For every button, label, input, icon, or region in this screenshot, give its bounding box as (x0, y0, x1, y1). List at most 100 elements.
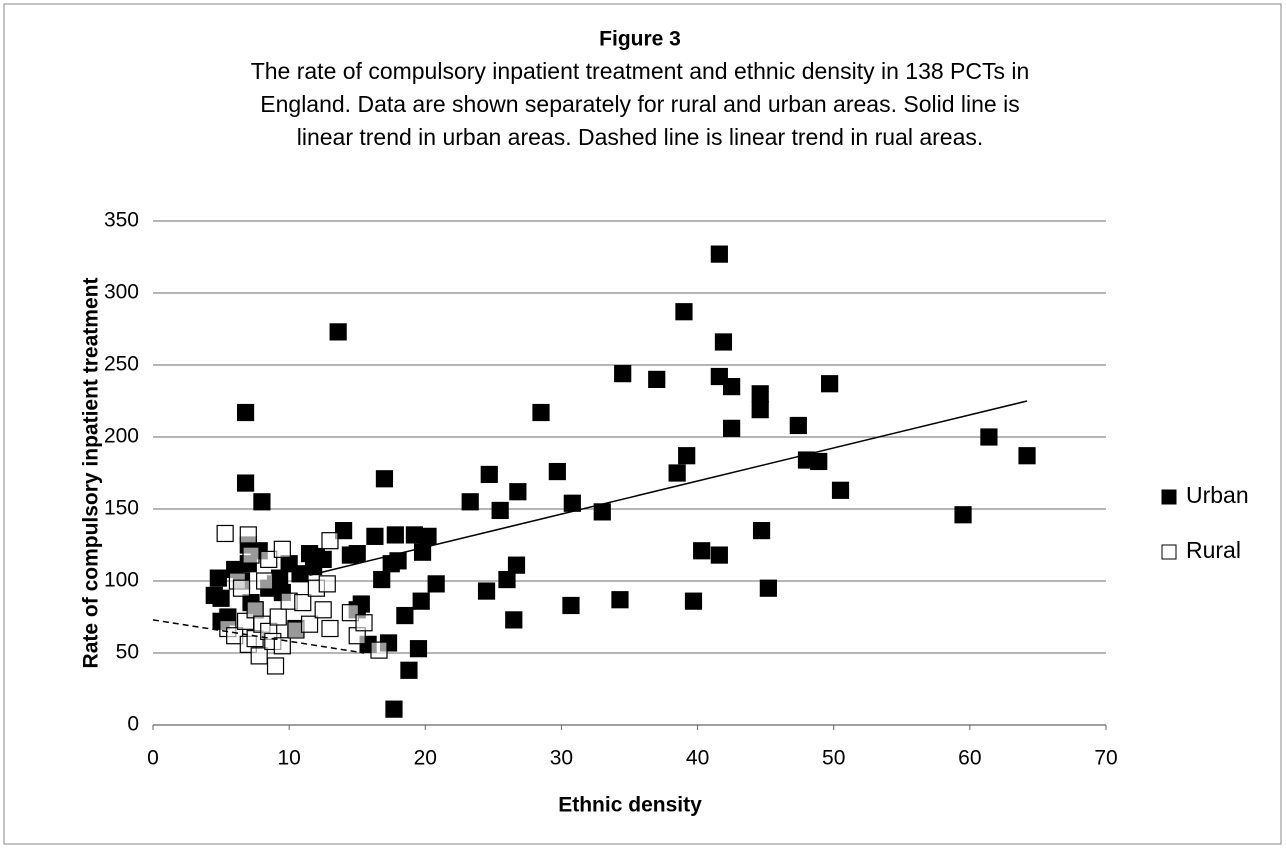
point (509, 483, 527, 501)
x-tick-label: 40 (686, 747, 709, 770)
legend-swatch (1161, 544, 1177, 560)
point (246, 601, 264, 619)
point (253, 493, 271, 511)
point (300, 615, 319, 633)
point (314, 601, 332, 619)
point (216, 524, 234, 543)
point (341, 604, 360, 622)
point (821, 375, 839, 393)
point (477, 582, 496, 600)
point (256, 572, 274, 590)
point (242, 546, 260, 564)
y-tick-label: 250 (104, 353, 139, 376)
point (710, 546, 728, 564)
point (273, 637, 291, 655)
point (239, 526, 257, 544)
chart-subtitle: England. Data are shown separately for r… (260, 91, 1019, 117)
point (375, 470, 394, 488)
legend-swatch (1161, 489, 1177, 505)
point (260, 550, 278, 569)
chart-subtitle: linear trend in urban areas. Dashed line… (297, 124, 984, 150)
point (355, 614, 373, 632)
point (563, 494, 581, 512)
point (759, 579, 777, 597)
y-tick-label: 50 (116, 641, 139, 664)
point (266, 657, 285, 675)
y-tick-label: 300 (104, 281, 139, 304)
point (386, 526, 404, 544)
x-tick-label: 0 (147, 747, 159, 770)
point (648, 370, 666, 388)
x-tick-label: 10 (277, 747, 300, 770)
point (831, 481, 850, 499)
x-axis-label: Ethnic density (558, 794, 702, 817)
point (954, 506, 972, 524)
x-tick-label: 50 (822, 747, 845, 770)
point (273, 540, 291, 558)
legend-label: Rural (1186, 537, 1241, 563)
point (684, 592, 703, 610)
trend-line (309, 400, 1028, 576)
point (751, 385, 769, 403)
y-axis-label: Rate of compulsory inpatient treatment (80, 278, 103, 669)
x-tick-label: 60 (958, 747, 981, 770)
point (269, 608, 287, 626)
point (668, 464, 686, 482)
point (752, 521, 771, 540)
point (419, 527, 437, 545)
y-tick-label: 150 (104, 497, 139, 520)
point (329, 323, 347, 341)
point (480, 465, 498, 484)
point (789, 416, 807, 435)
point (370, 641, 388, 659)
point (409, 640, 428, 658)
trend-line (152, 619, 365, 654)
point (271, 569, 289, 587)
point (232, 579, 251, 597)
point (548, 462, 566, 481)
point (366, 527, 384, 545)
point (236, 403, 255, 422)
x-tick-label: 20 (414, 747, 437, 770)
y-tick-label: 0 (127, 713, 139, 736)
chart-title: Figure 3 (599, 28, 681, 51)
y-tick-label: 200 (104, 425, 139, 448)
point (1018, 447, 1036, 465)
point (427, 575, 445, 593)
point (314, 550, 332, 569)
point (461, 493, 479, 511)
point (373, 570, 391, 589)
point (532, 403, 550, 422)
chart-border (3, 3, 1282, 845)
point (236, 474, 255, 492)
point (250, 647, 268, 665)
point (723, 378, 741, 396)
point (714, 333, 733, 351)
point (678, 447, 696, 465)
chart-subtitle: The rate of compulsory inpatient treatme… (251, 58, 1030, 84)
point (562, 596, 580, 615)
point (507, 556, 526, 574)
legend-label: Urban (1186, 482, 1249, 508)
point (611, 591, 629, 609)
point (400, 661, 418, 679)
point (498, 570, 516, 589)
point (810, 452, 828, 471)
point (412, 592, 430, 610)
point (389, 552, 407, 570)
point (396, 606, 414, 625)
point (348, 545, 366, 563)
point (710, 245, 728, 263)
point (318, 575, 336, 593)
point (209, 569, 227, 587)
point (505, 611, 523, 629)
point (693, 542, 711, 560)
point (614, 365, 632, 383)
point (212, 589, 230, 607)
point (723, 419, 741, 437)
point (491, 501, 509, 520)
point (385, 700, 403, 718)
point (675, 303, 693, 321)
y-tick-label: 350 (104, 209, 139, 232)
